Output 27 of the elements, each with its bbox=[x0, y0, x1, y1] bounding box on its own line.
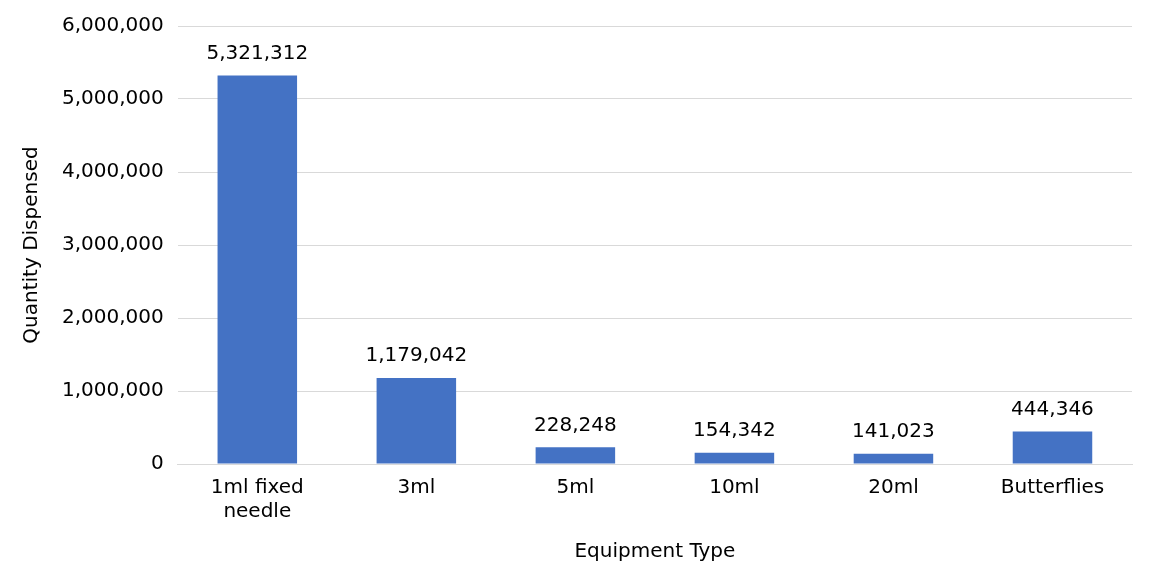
data-label: 228,248 bbox=[534, 411, 617, 436]
bar bbox=[376, 377, 457, 464]
y-tick-label: 5,000,000 bbox=[61, 85, 164, 110]
bar bbox=[694, 452, 775, 464]
data-label: 141,023 bbox=[852, 417, 935, 442]
data-label: 1,179,042 bbox=[365, 342, 468, 367]
y-tick-label: 1,000,000 bbox=[61, 377, 164, 402]
bar bbox=[535, 447, 616, 464]
x-tick-label: 10ml bbox=[709, 474, 760, 499]
data-label: 444,346 bbox=[1011, 395, 1094, 420]
y-axis-title: Quantity Dispensed bbox=[18, 146, 43, 344]
data-label: 5,321,312 bbox=[206, 39, 309, 64]
y-tick-label: 4,000,000 bbox=[61, 158, 164, 183]
bar bbox=[1012, 431, 1093, 464]
x-tick-label: 5ml bbox=[556, 474, 595, 499]
bar bbox=[853, 453, 934, 464]
x-tick-label: 1ml fixed needle bbox=[210, 474, 304, 523]
data-label: 154,342 bbox=[693, 416, 776, 441]
x-tick-label: Butterflies bbox=[1000, 474, 1105, 499]
x-tick-label: 3ml bbox=[397, 474, 436, 499]
y-tick-label: 2,000,000 bbox=[61, 304, 164, 329]
y-tick-label: 0 bbox=[151, 450, 164, 475]
x-tick-label: 20ml bbox=[868, 474, 919, 499]
bar bbox=[217, 75, 298, 464]
y-tick-label: 6,000,000 bbox=[61, 12, 164, 37]
x-axis-title: Equipment Type bbox=[574, 538, 736, 563]
y-tick-label: 3,000,000 bbox=[61, 231, 164, 256]
